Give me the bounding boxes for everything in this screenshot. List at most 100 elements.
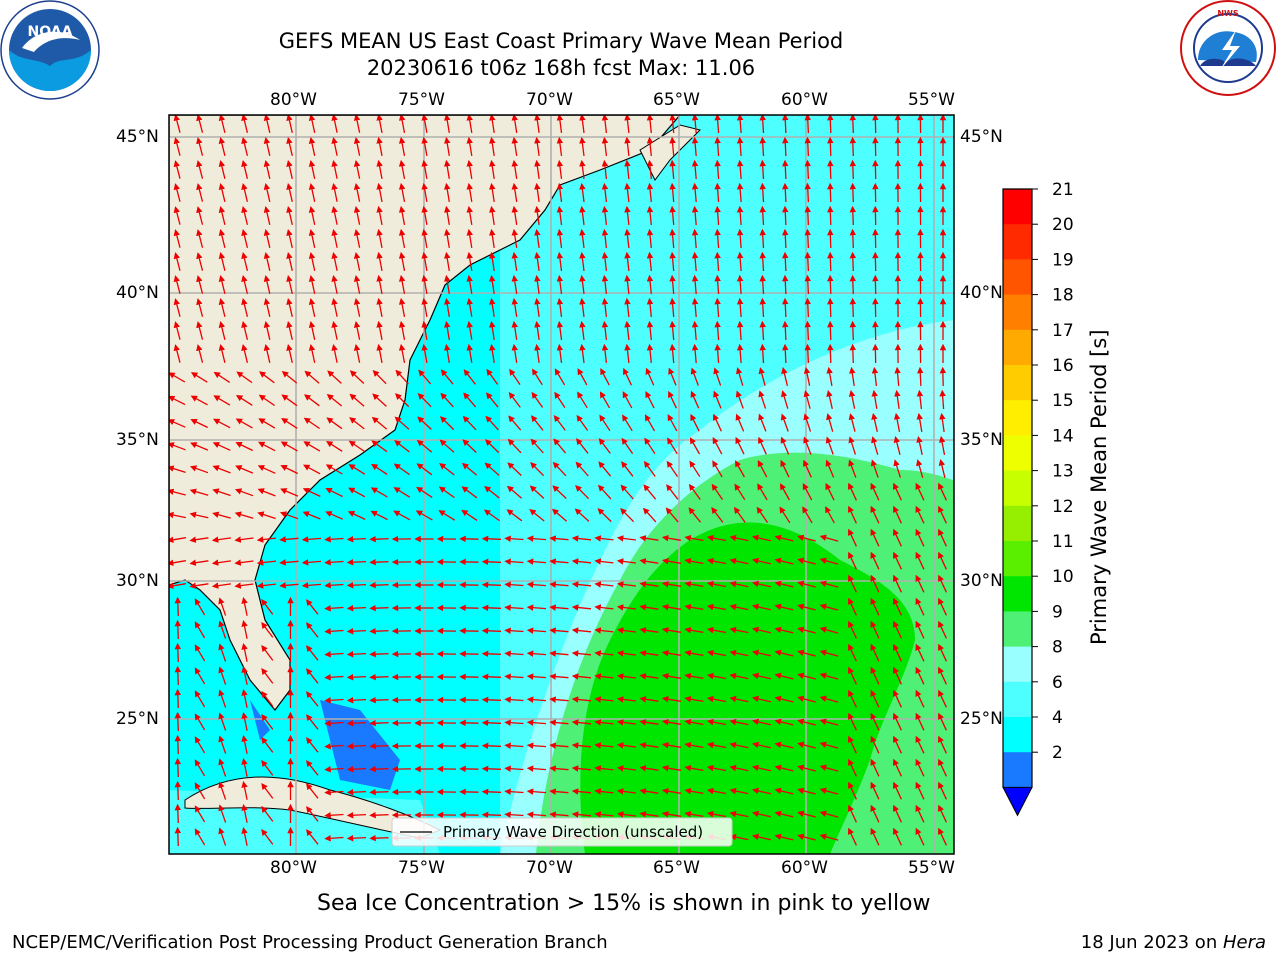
wave-arrow [484,485,500,499]
wave-arrow [780,436,790,455]
wave-arrow [893,436,901,455]
wave-arrow [462,439,477,453]
wave-arrow [511,182,519,202]
wave-arrow [331,298,338,317]
wave-arrow [689,460,701,478]
wave-arrow [594,581,614,588]
wave-arrow [938,597,947,616]
wave-arrow [353,183,361,202]
wave-arrow [511,251,519,271]
wave-arrow [371,440,388,453]
wave-arrow [688,507,702,523]
wave-arrow [169,582,187,589]
wave-arrow [827,136,834,157]
wave-arrow [938,712,947,731]
wave-arrow [780,413,789,432]
wave-arrow [439,462,455,476]
wave-arrow [938,689,947,708]
wave-arrow [870,597,880,616]
wave-arrow [601,182,609,202]
wave-arrow [646,205,654,226]
wave-arrow [304,394,320,407]
wave-arrow [735,390,744,409]
wave-arrow [797,787,816,795]
wave-arrow [620,484,634,500]
wave-arrow [196,275,204,294]
wave-arrow [616,558,636,565]
wave-arrow [597,508,612,523]
wave-arrow [848,597,857,616]
wave-arrow [169,536,187,543]
wave-arrow [669,274,676,295]
wave-arrow [594,696,614,703]
wave-arrow [661,535,682,542]
wave-arrow [531,368,543,386]
wave-arrow [774,810,794,818]
wave-arrow [556,136,564,156]
wave-arrow [736,182,744,203]
wave-arrow [848,666,857,685]
lat-label-right: 25°N [960,709,1003,729]
wave-arrow [691,343,699,364]
wave-arrow [848,758,857,777]
lat-label-left: 40°N [116,283,159,303]
wave-arrow [257,465,276,474]
wave-arrow [579,136,586,156]
wave-arrow [939,412,946,432]
wave-arrow [729,626,749,634]
wave-arrow [826,366,833,387]
wave-arrow [489,297,496,317]
wave-arrow [173,183,181,202]
wave-arrow [556,228,564,248]
wave-arrow [398,115,406,134]
wave-arrow [376,320,383,341]
wave-arrow [241,781,248,800]
wave-arrow [661,627,682,634]
wave-arrow [915,804,925,823]
wave-arrow [421,205,428,226]
wave-arrow [893,666,902,685]
wave-arrow [774,534,794,542]
wave-arrow [190,372,208,383]
wave-arrow [819,580,839,588]
wave-arrow [594,742,614,749]
wave-arrow [305,760,319,776]
wave-arrow [534,159,541,179]
colorbar-swatch [1003,189,1032,225]
wave-arrow [531,391,544,408]
date-credit: 18 Jun 2023 on Hera [1081,932,1266,953]
wave-arrow [174,642,182,663]
wave-arrow [571,788,592,795]
wave-arrow [438,486,455,499]
wave-arrow [661,742,682,749]
wave-arrow [256,582,277,589]
wave-arrow [616,811,636,818]
wave-arrow [369,535,389,543]
wave-arrow [534,297,541,317]
wave-arrow [169,465,186,474]
wave-arrow [639,650,659,657]
wave-arrow [174,596,182,617]
wave-arrow [939,389,946,410]
wave-arrow [848,643,857,662]
wave-arrow [691,205,699,226]
lat-label-right: 40°N [960,283,1003,303]
lat-label-left: 45°N [116,127,159,147]
wave-arrow [599,391,611,409]
wave-arrow [804,136,812,157]
colorbar-tick-label: 14 [1052,426,1074,446]
wave-arrow [444,343,451,364]
wave-arrow [462,415,477,431]
wave-arrow [669,228,676,249]
wave-arrow [819,557,839,565]
wave-arrow [218,620,227,639]
wave-arrow [534,182,541,202]
wave-arrow [353,252,361,271]
wave-arrow [369,581,389,589]
wave-arrow [286,252,293,271]
wave-arrow [758,390,767,409]
wave-arrow [556,297,564,317]
wave-arrow [305,645,319,661]
wave-arrow [324,536,344,543]
wave-arrow [212,511,231,519]
